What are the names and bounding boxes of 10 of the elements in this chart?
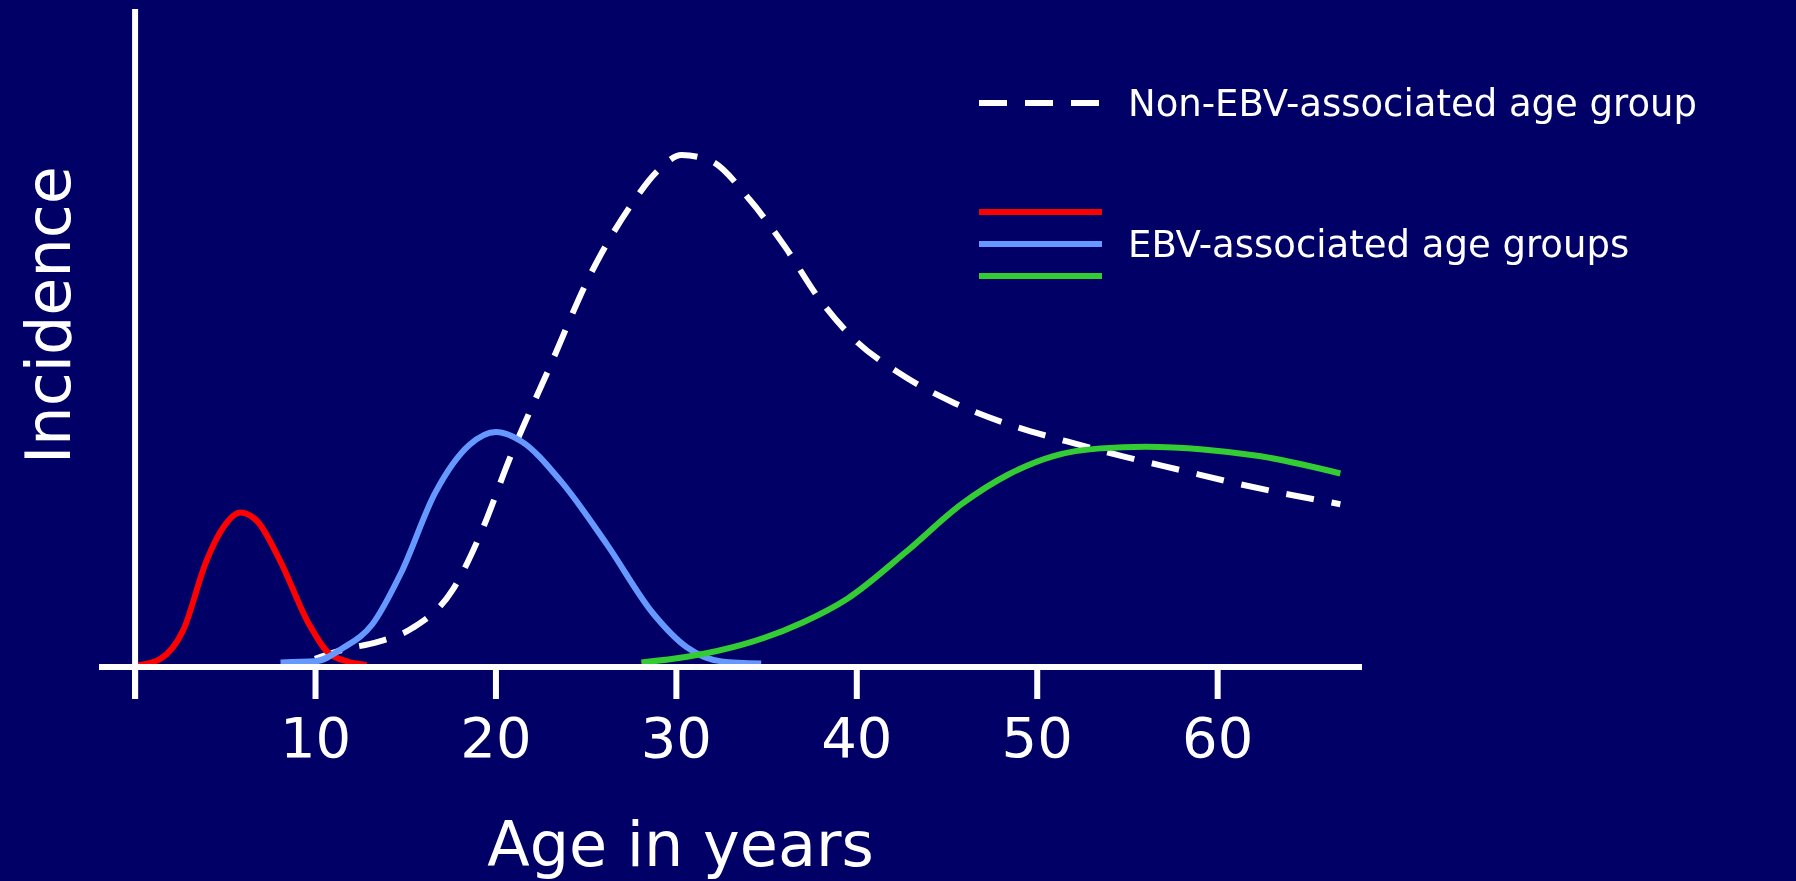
x-axis-title: Age in years [487, 808, 874, 881]
x-tick-label: 50 [1001, 705, 1073, 770]
legend-label: Non-EBV-associated age group [1128, 81, 1698, 125]
y-axis-title: Incidence [12, 166, 85, 464]
x-tick-label: 10 [279, 705, 352, 770]
x-tick-label: 30 [640, 705, 712, 770]
legend-label: EBV-associated age groups [1128, 222, 1630, 266]
x-tick-label: 40 [821, 705, 893, 770]
x-tick-label: 60 [1182, 705, 1254, 770]
x-tick-label: 20 [460, 705, 532, 770]
